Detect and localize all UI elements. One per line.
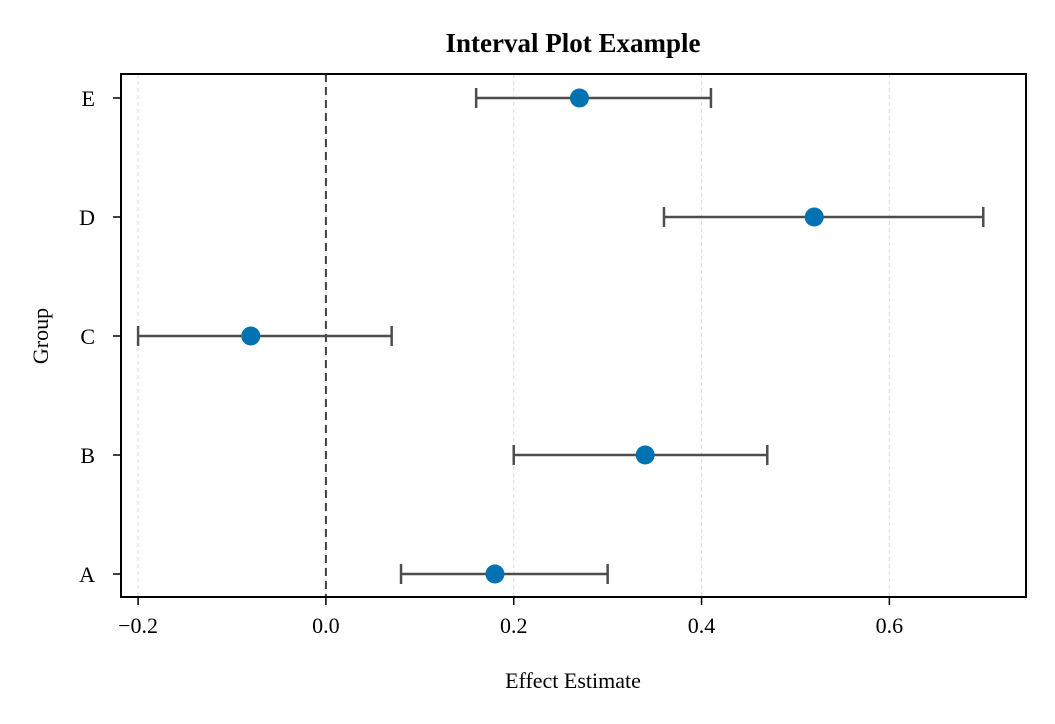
estimate-point-C	[241, 326, 261, 346]
y-tick-label: B	[80, 443, 95, 468]
y-tick-label: C	[80, 324, 95, 349]
estimate-point-A	[485, 564, 505, 584]
estimate-point-B	[635, 445, 655, 465]
interval-layer	[136, 88, 985, 584]
estimate-point-E	[569, 88, 589, 108]
x-tick-label: −0.2	[118, 613, 158, 638]
y-tick-label: D	[79, 205, 95, 230]
estimate-point-D	[804, 207, 824, 227]
y-axis-label: Group	[28, 308, 53, 364]
y-axis: A B C D E	[79, 86, 121, 587]
x-axis: −0.2 0.0 0.2 0.4 0.6	[118, 597, 903, 638]
y-tick-label: E	[82, 86, 95, 111]
x-tick-label: 0.2	[500, 613, 528, 638]
x-tick-label: 0.0	[312, 613, 340, 638]
chart-title: Interval Plot Example	[446, 28, 701, 58]
x-tick-label: 0.4	[688, 613, 716, 638]
x-tick-label: 0.6	[876, 613, 904, 638]
y-tick-label: A	[79, 562, 95, 587]
x-axis-label: Effect Estimate	[505, 668, 641, 693]
